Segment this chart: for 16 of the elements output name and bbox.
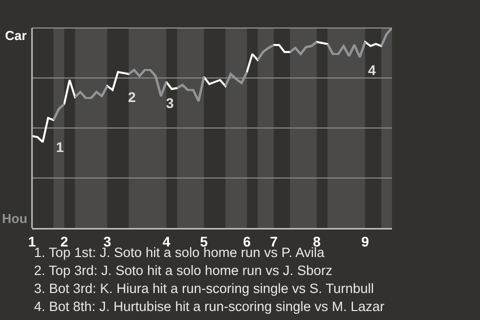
text: Hou: [2, 211, 28, 226]
x-tick-label: 7: [270, 233, 278, 250]
text: 2. Top 3rd: J. Soto hit a solo home run vs J. Sborz: [34, 263, 333, 278]
x-tick-label: 5: [200, 233, 208, 250]
x-tick-label: 9: [361, 233, 370, 250]
x-tick-label: 2: [60, 233, 68, 250]
annotation: 4: [368, 62, 376, 78]
x-tick-label: 6: [243, 233, 252, 250]
text: 3. Bot 3rd: K. Hiura hit a run-scoring single vs S. Turnbull: [34, 281, 374, 296]
text: Car: [5, 28, 27, 43]
x-tick-label: 1: [28, 233, 36, 250]
annotation: 1: [56, 139, 64, 155]
text: 4. Bot 8th: J. Hurtubise hit a run-scoring single vs M. Lazar: [34, 299, 385, 314]
x-tick-label: 4: [162, 233, 170, 250]
annotation: 2: [128, 89, 136, 105]
annotation: 3: [166, 95, 174, 111]
